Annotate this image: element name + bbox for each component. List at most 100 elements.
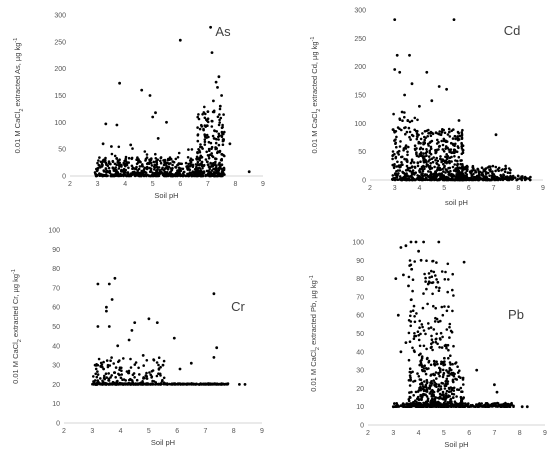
data-point <box>162 359 166 363</box>
data-point <box>394 277 398 280</box>
data-point <box>217 134 221 138</box>
data-point <box>402 148 405 152</box>
data-point <box>393 18 397 21</box>
data-point <box>122 161 125 165</box>
data-point <box>176 169 179 172</box>
data-point <box>462 383 465 386</box>
data-point <box>157 174 161 177</box>
data-point <box>215 168 218 171</box>
data-point <box>116 379 119 383</box>
data-point <box>148 166 151 170</box>
data-point <box>135 173 139 176</box>
data-point <box>198 156 202 160</box>
data-point <box>160 380 164 383</box>
data-point <box>398 118 402 121</box>
data-point <box>220 157 223 161</box>
data-point <box>460 141 463 145</box>
data-point <box>401 155 404 159</box>
data-point <box>122 169 126 173</box>
data-point <box>456 371 460 374</box>
x-tick-label: 8 <box>516 185 520 192</box>
data-point <box>396 178 400 181</box>
data-point <box>204 158 208 161</box>
data-point <box>98 164 101 167</box>
data-point <box>441 128 444 131</box>
data-point <box>404 126 407 129</box>
data-point <box>495 390 499 394</box>
data-point <box>412 349 416 352</box>
data-point <box>423 380 426 383</box>
data-point <box>422 367 426 370</box>
data-point <box>127 166 130 170</box>
data-point <box>393 129 396 133</box>
data-point <box>148 371 151 374</box>
x-tick-label: 5 <box>147 428 151 435</box>
data-point <box>196 133 200 136</box>
data-point <box>493 175 497 178</box>
data-point <box>417 375 421 378</box>
data-point <box>399 246 403 249</box>
data-point <box>423 272 426 276</box>
data-point <box>446 405 450 408</box>
data-point <box>462 396 466 399</box>
data-point <box>151 174 154 178</box>
data-point <box>166 168 170 171</box>
data-point <box>196 157 199 161</box>
data-point <box>426 302 429 306</box>
data-point <box>149 382 153 386</box>
data-point <box>479 403 482 406</box>
data-point <box>413 128 417 132</box>
data-point <box>443 278 447 281</box>
data-point <box>414 399 417 403</box>
data-point <box>214 141 218 145</box>
data-point <box>450 330 454 334</box>
chart-cd: 2 3 4 5 6 7 8 9 0 50 100 150 200 250 300 soil pH 0.01 M … <box>310 8 545 208</box>
data-point <box>404 244 408 248</box>
data-point <box>494 165 498 169</box>
data-point <box>438 144 442 148</box>
data-point <box>124 379 127 382</box>
data-point <box>104 167 108 171</box>
data-point <box>435 360 438 364</box>
data-point <box>457 137 460 140</box>
data-point <box>395 135 398 139</box>
data-point <box>439 362 443 366</box>
data-point <box>449 148 453 151</box>
data-point <box>466 165 469 169</box>
data-point <box>413 315 416 318</box>
data-point <box>425 378 429 382</box>
data-point <box>437 372 440 376</box>
data-point <box>211 383 214 386</box>
data-point <box>178 382 182 385</box>
data-point <box>433 364 437 367</box>
data-point <box>247 170 251 174</box>
data-point <box>444 397 448 400</box>
data-point <box>445 87 448 91</box>
data-point <box>445 389 449 393</box>
data-point <box>209 174 213 178</box>
data-point <box>149 158 153 161</box>
data-point <box>463 404 467 408</box>
data-point <box>136 156 139 159</box>
data-point <box>490 176 494 180</box>
data-point <box>448 156 452 159</box>
data-point <box>170 383 174 386</box>
data-point <box>418 326 421 330</box>
data-point <box>398 70 402 74</box>
data-point <box>199 143 202 146</box>
data-point <box>404 178 407 182</box>
data-point <box>488 174 491 177</box>
data-point <box>145 153 149 156</box>
data-point <box>130 382 134 386</box>
data-point <box>409 396 412 399</box>
data-point <box>117 145 121 149</box>
data-point <box>431 341 435 344</box>
data-point <box>441 148 445 151</box>
data-point <box>211 134 215 138</box>
data-point <box>137 174 141 178</box>
data-point <box>107 282 111 286</box>
data-point <box>219 165 222 169</box>
data-point <box>154 382 158 386</box>
data-point <box>506 171 510 174</box>
